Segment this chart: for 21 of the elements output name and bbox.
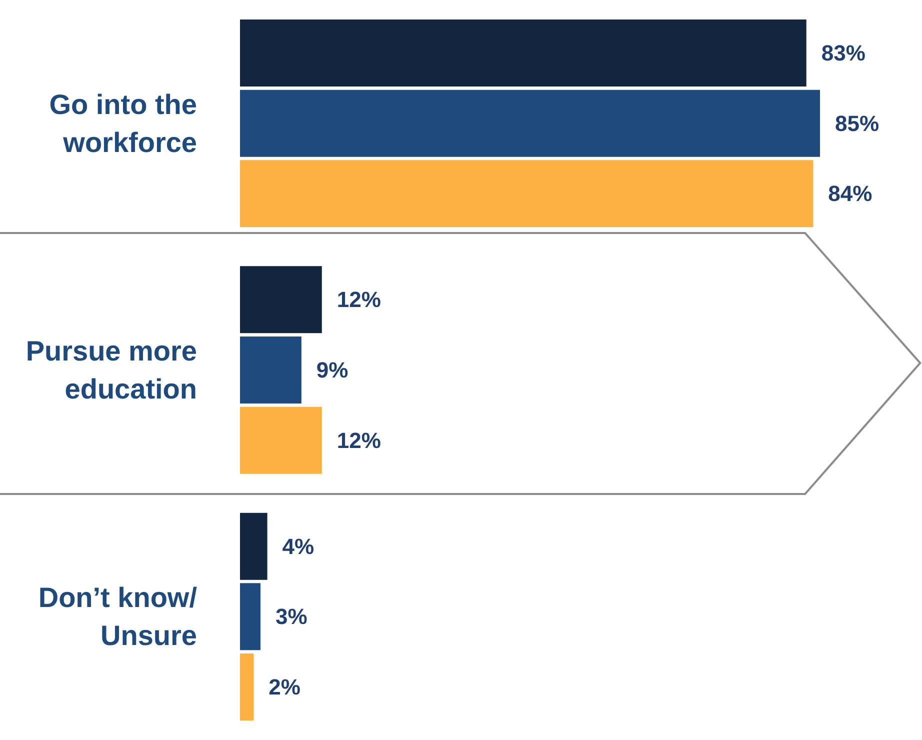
data-label: 12% <box>336 287 381 312</box>
bar <box>240 406 322 474</box>
data-label: 12% <box>336 428 381 453</box>
data-label: 2% <box>268 674 300 700</box>
bar <box>240 654 254 721</box>
y-tick-label: Go into the workforce <box>49 88 197 158</box>
data-label: 85% <box>835 110 880 136</box>
data-label: 4% <box>282 534 314 559</box>
data-label: 84% <box>828 181 872 206</box>
bar <box>240 19 806 86</box>
bar <box>240 583 260 650</box>
bar <box>240 336 302 404</box>
data-label: 83% <box>821 40 866 66</box>
bar <box>240 512 268 580</box>
y-tick-label: Don’t know/ Unsure <box>38 582 198 652</box>
bar <box>240 90 820 157</box>
data-label: 9% <box>316 358 348 382</box>
bar <box>240 160 814 228</box>
bar <box>240 266 322 334</box>
y-tick-label: Pursue more education <box>26 336 197 404</box>
data-label: 3% <box>275 604 308 630</box>
